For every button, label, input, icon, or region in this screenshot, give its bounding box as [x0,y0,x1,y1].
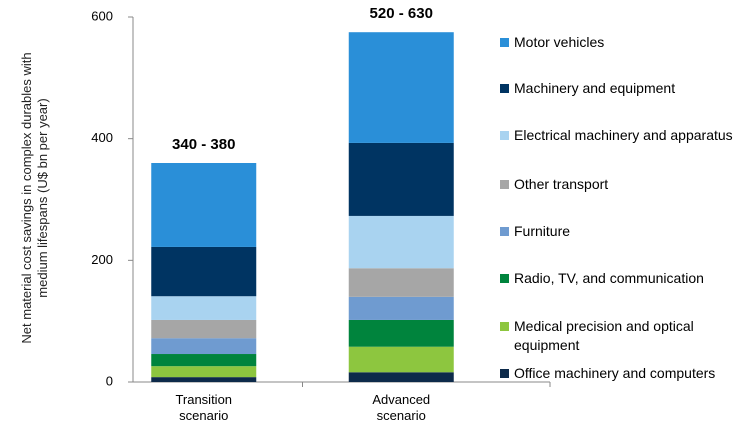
legend-swatch [500,38,509,47]
legend-label: Office machinery and computers [514,365,716,381]
legend-swatch [500,322,509,331]
legend-swatch [500,84,509,93]
legend-swatch [500,369,509,378]
legend-swatch [500,274,509,283]
legend-item: Office machinery and computers [500,364,740,383]
bar-label: 520 - 630 [370,5,433,22]
bar-segment [151,319,257,339]
bar-segment [151,354,257,367]
bar-segment [151,246,257,297]
y-axis-label: Net material cost savings in complex dur… [19,52,50,344]
legend-item: Other transport [500,175,740,194]
legend-item: Motor vehicles [500,33,740,52]
legend-label: Electrical machinery and apparatus [514,127,733,143]
bar-segment [348,296,454,320]
legend-label: Radio, TV, and communication [514,270,704,286]
y-tick-label: 200 [91,252,113,267]
legend-label: Machinery and equipment [514,80,676,96]
legend-item: Furniture [500,222,740,241]
legend-label: Medical precision and optical equipment [514,318,694,353]
legend-label: Furniture [514,223,571,239]
legend-swatch [500,227,509,236]
bar-segment [348,268,454,297]
bar-segment [151,163,257,247]
x-tick-label: Transition scenario [175,392,233,423]
legend-item: Medical precision and optical equipment [500,317,740,355]
bar-segment [151,338,257,355]
y-tick-label: 600 [91,8,113,23]
legend-label: Other transport [514,176,609,192]
legend-swatch [500,131,509,140]
bar-segment [348,215,454,269]
bar-segment [151,296,257,320]
bar-segment [151,377,257,382]
x-tick-label: Advanced scenario [372,392,431,423]
bar-label: 340 - 380 [172,136,235,153]
legend-swatch [500,180,509,189]
bar-segment [348,346,454,373]
bar-segment [348,142,454,216]
bar-segment [348,372,454,382]
legend-item: Machinery and equipment [500,79,740,98]
legend-item: Electrical machinery and apparatus [500,126,740,145]
legend-item: Radio, TV, and communication [500,269,740,288]
bar-segment [348,32,454,143]
y-tick-label: 400 [91,130,113,145]
y-tick-label: 0 [106,373,113,388]
bar-segment [151,366,257,378]
bar-segment [348,319,454,347]
legend-label: Motor vehicles [514,34,605,50]
